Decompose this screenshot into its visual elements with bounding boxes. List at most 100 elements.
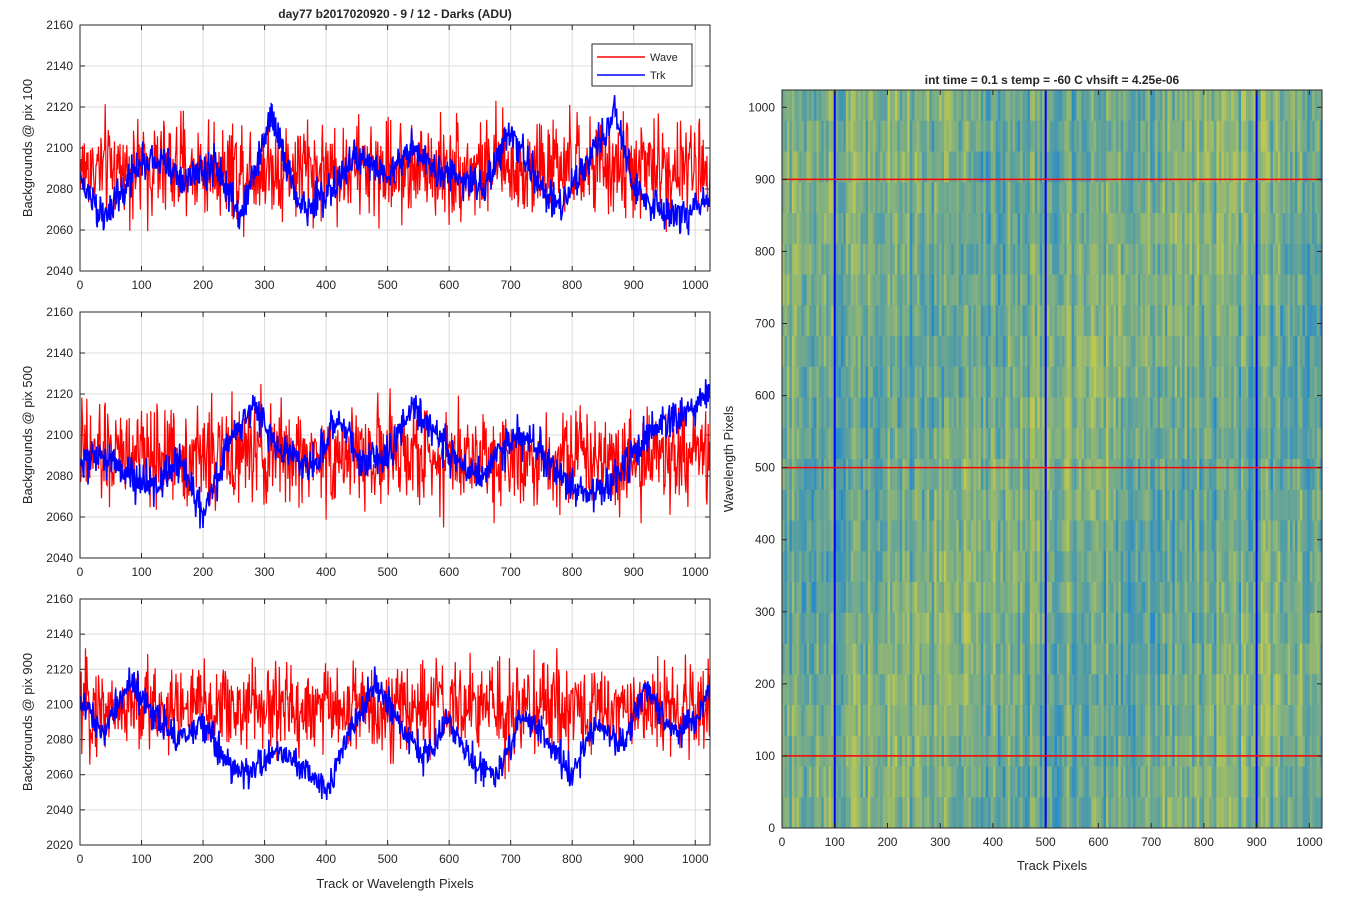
heatmap-cell (843, 213, 846, 244)
heatmap-cell (1067, 674, 1070, 705)
heatmap-cell (1140, 797, 1143, 828)
heatmap-cell (998, 582, 1001, 613)
heatmap-cell (1089, 674, 1092, 705)
heatmap-cell (1106, 121, 1109, 152)
heatmap-cell (1104, 736, 1107, 767)
heatmap-cell (1135, 244, 1138, 275)
heatmap-cell (964, 367, 967, 398)
heatmap-cell (873, 613, 876, 644)
heatmap-cell (1251, 152, 1254, 183)
heatmap-cell (934, 767, 937, 798)
heatmap-cell (1216, 644, 1219, 675)
heatmap-cell (811, 490, 814, 521)
heatmap-cell (1194, 367, 1197, 398)
heatmap-cell (951, 336, 954, 367)
heatmap-cell (1261, 182, 1264, 213)
heatmap-cell (978, 90, 981, 121)
heatmap-cell (1128, 336, 1131, 367)
heatmap-cell (971, 398, 974, 429)
heatmap-cell (1003, 644, 1006, 675)
heatmap-cell (1224, 275, 1227, 306)
heatmap-cell (1015, 398, 1018, 429)
heatmap-cell (804, 152, 807, 183)
heatmap-cell (961, 521, 964, 552)
heatmap-cell (1010, 797, 1013, 828)
heatmap-cell (1057, 398, 1060, 429)
heatmap-cell (784, 398, 787, 429)
heatmap-cell (1074, 613, 1077, 644)
heatmap-cell (888, 736, 891, 767)
heatmap-cell (964, 152, 967, 183)
legend-wave-label: Wave (650, 52, 678, 64)
heatmap-cell (1116, 213, 1119, 244)
heatmap-cell (1047, 213, 1050, 244)
heatmap-cell (892, 490, 895, 521)
heatmap-cell (969, 398, 972, 429)
heatmap-cell (1123, 551, 1126, 582)
heatmap-cell (988, 428, 991, 459)
heatmap-cell (924, 428, 927, 459)
heatmap-cell (802, 305, 805, 336)
heatmap-cell (811, 644, 814, 675)
heatmap-cell (1128, 398, 1131, 429)
heatmap-cell (900, 336, 903, 367)
heatmap-cell (807, 551, 810, 582)
heatmap-cell (1224, 767, 1227, 798)
heatmap-cell (1008, 90, 1011, 121)
heatmap-cell (991, 613, 994, 644)
heatmap-cell (870, 644, 873, 675)
heatmap-cell (853, 551, 856, 582)
heatmap-cell (912, 551, 915, 582)
heatmap-title: int time = 0.1 s temp = -60 C vhsift = 4… (925, 73, 1180, 87)
heatmap-cell (1202, 705, 1205, 736)
heatmap-cell (1155, 644, 1158, 675)
heatmap-cell (811, 244, 814, 275)
heatmap-cell (807, 367, 810, 398)
heatmap-cell (1145, 705, 1148, 736)
heatmap-cell (981, 428, 984, 459)
heatmap-cell (831, 736, 834, 767)
heatmap-cell (1037, 736, 1040, 767)
heatmap-cell (787, 797, 790, 828)
heatmap-cell (1140, 582, 1143, 613)
heatmap-cell (848, 398, 851, 429)
heatmap-cell (1047, 736, 1050, 767)
heatmap-cell (951, 797, 954, 828)
x-tick-label: 700 (501, 565, 521, 579)
heatmap-cell (961, 613, 964, 644)
heatmap-cell (942, 336, 945, 367)
heatmap-cell (954, 244, 957, 275)
heatmap-cell (1209, 459, 1212, 490)
heatmap-cell (996, 459, 999, 490)
heatmap-cell (1138, 428, 1141, 459)
heatmap-cell (1101, 613, 1104, 644)
heatmap-cell (784, 674, 787, 705)
heatmap-cell (959, 736, 962, 767)
heatmap-cell (1099, 305, 1102, 336)
heatmap-cell (942, 152, 945, 183)
heatmap-cell (937, 736, 940, 767)
heatmap-cell (873, 644, 876, 675)
heatmap-cell (1013, 428, 1016, 459)
heatmap-cell (1239, 705, 1242, 736)
heatmap-cell (998, 152, 1001, 183)
heatmap-cell (1221, 244, 1224, 275)
heatmap-cell (865, 490, 868, 521)
heatmap-cell (794, 490, 797, 521)
heatmap-cell (819, 736, 822, 767)
heatmap-cell (870, 490, 873, 521)
heatmap-cell (1131, 152, 1134, 183)
x-tick-label: 1000 (682, 852, 709, 866)
heatmap-cell (890, 152, 893, 183)
heatmap-cell (998, 428, 1001, 459)
heatmap-cell (848, 582, 851, 613)
heatmap-cell (971, 244, 974, 275)
heatmap-cell (1025, 213, 1028, 244)
heatmap-cell (986, 551, 989, 582)
heatmap-cell (1081, 244, 1084, 275)
heatmap-cell (1266, 213, 1269, 244)
heatmap-cell (946, 736, 949, 767)
heatmap-cell (946, 182, 949, 213)
heatmap-cell (922, 705, 925, 736)
heatmap-cell (853, 244, 856, 275)
